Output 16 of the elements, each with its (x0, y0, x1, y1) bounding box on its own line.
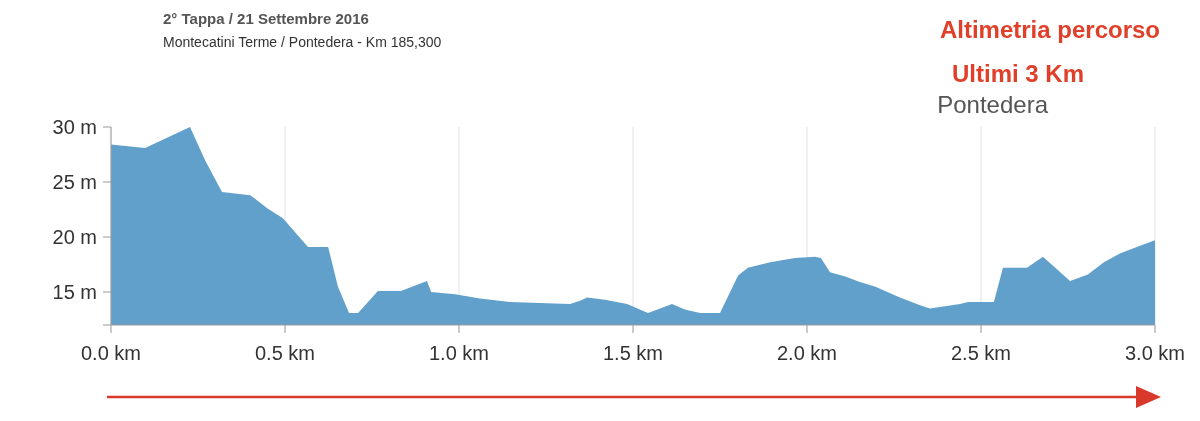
x-tick-label: 1.5 km (602, 342, 664, 364)
text: Altimetria percorso (939, 16, 1160, 43)
y-tick-label: 30 m (52, 116, 97, 138)
y-tick-label: 20 m (52, 226, 97, 248)
x-tick-label: 0.0 km (80, 342, 142, 364)
text: Ultimi 3 Km (951, 60, 1084, 87)
x-tick-label: 2.5 km (950, 342, 1012, 364)
chart-title: 2° Tappa / 21 Settembre 2016 (163, 10, 369, 27)
text: Pontedera (937, 91, 1049, 118)
y-tick-label: 15 m (52, 281, 97, 303)
x-tick-label: 0.5 km (254, 342, 316, 364)
x-tick-label: 2.0 km (776, 342, 838, 364)
x-tick-label: 1.0 km (428, 342, 490, 364)
chart-subtitle: Montecatini Terme / Pontedera - Km 185,300 (163, 34, 442, 50)
y-tick-label: 25 m (52, 171, 97, 193)
x-tick-label: 3.0 km (1124, 342, 1186, 364)
